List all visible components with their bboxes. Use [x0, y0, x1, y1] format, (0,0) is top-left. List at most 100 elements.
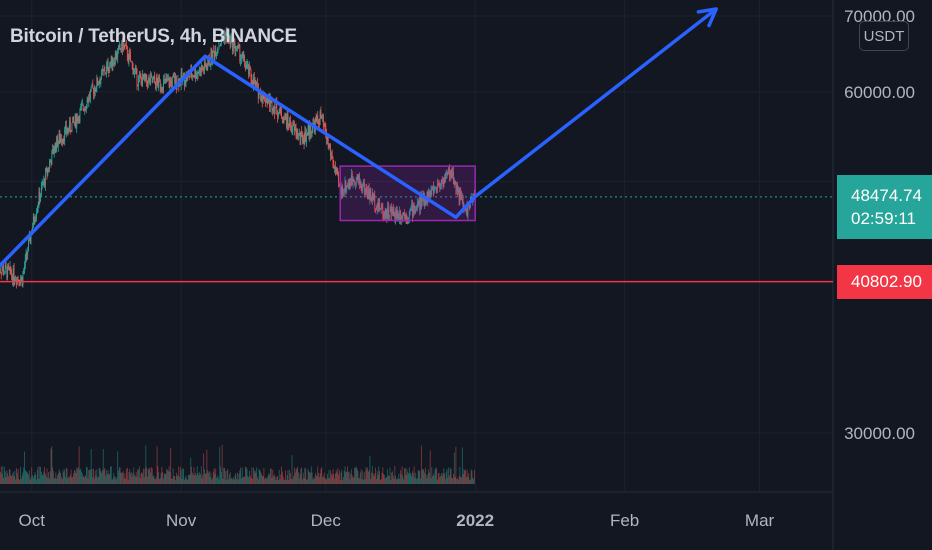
candle-body [232, 42, 234, 52]
candle-body [16, 276, 18, 284]
volume-bar [272, 469, 274, 484]
volume-bar [310, 472, 311, 484]
candle-body [33, 216, 35, 222]
volume-bar [283, 479, 285, 484]
volume-bar [228, 474, 230, 484]
candle-body [104, 69, 106, 74]
volume-bar [146, 467, 148, 484]
volume-bar [54, 478, 56, 484]
volume-bar [281, 471, 283, 484]
volume-bar [363, 479, 364, 484]
volume-bar [4, 467, 5, 484]
volume-bar [347, 471, 349, 484]
candle-body [241, 53, 243, 58]
volume-bar [363, 472, 365, 484]
candle-body [39, 191, 41, 202]
candle-body [282, 121, 284, 124]
candle-body [304, 131, 306, 144]
volume-bar [91, 468, 93, 484]
candle-body [340, 187, 342, 194]
volume-bar [175, 472, 177, 484]
volume-bar [208, 470, 210, 484]
candle-body [118, 45, 119, 50]
volume-bar [324, 477, 326, 484]
volume-bar [463, 468, 465, 484]
candle-body [437, 183, 439, 186]
volume-bar [239, 470, 241, 484]
candle-body [47, 168, 49, 174]
candle-body [444, 177, 446, 183]
candle-body [288, 124, 290, 127]
candle-body [135, 67, 137, 69]
candle-body [298, 132, 300, 134]
candle-body [99, 81, 101, 84]
volume-bar [259, 470, 261, 484]
candle-body [65, 125, 67, 134]
volume-bar [413, 466, 415, 484]
candle-body [189, 76, 191, 78]
candle-body [281, 111, 282, 119]
volume-bar [171, 478, 172, 484]
volume-bar [313, 477, 315, 484]
volume-bar [462, 474, 464, 484]
volume-bar [222, 479, 224, 484]
volume-bar [404, 467, 406, 484]
candle-body [344, 180, 346, 191]
volume-bar [405, 474, 407, 484]
volume-bar [183, 479, 185, 484]
volume-bar [277, 475, 278, 484]
volume-bar [69, 476, 70, 484]
candle-body [384, 211, 386, 219]
candle-body [355, 177, 357, 184]
candle-body [459, 191, 461, 201]
volume-bar [208, 472, 209, 484]
candle-body [405, 214, 407, 219]
candle-body [64, 129, 66, 142]
volume-bar [87, 478, 89, 484]
volume-bar [241, 467, 243, 484]
candle-body [412, 206, 414, 217]
volume-bar [249, 470, 250, 484]
candle-body [65, 125, 66, 130]
candle-body [398, 218, 400, 220]
candle-body [237, 45, 239, 47]
volume-bar [203, 453, 205, 484]
projection-path[interactable] [0, 7, 718, 268]
candle-body [196, 72, 198, 76]
candle-body [234, 41, 236, 52]
candle-body [399, 210, 401, 219]
volume-bar [162, 471, 164, 484]
volume-bar [375, 467, 376, 484]
candle-body [119, 44, 121, 50]
volume-bar [368, 470, 370, 484]
candle-body [41, 184, 43, 187]
volume-bar [337, 468, 339, 484]
candle-body [229, 36, 231, 45]
volume-bar [127, 479, 129, 484]
volume-bar [182, 468, 184, 484]
candle-body [286, 114, 288, 128]
volume-bar [299, 473, 301, 484]
candle-body [245, 65, 246, 70]
volume-bar [126, 467, 128, 484]
candle-body [258, 92, 260, 99]
volume-bar [94, 478, 95, 484]
volume-bar [394, 466, 396, 484]
range-box[interactable] [339, 165, 476, 222]
currency-unit-button[interactable]: USDT [859, 21, 909, 51]
volume-bar [12, 473, 13, 484]
candle-body [407, 218, 409, 221]
volume-bar [264, 479, 266, 484]
candle-body [400, 217, 402, 221]
volume-bar [192, 474, 194, 484]
volume-bar [431, 467, 433, 484]
time-tick-label: Nov [166, 511, 197, 530]
candle-body [203, 68, 205, 71]
volume-bar [207, 470, 209, 484]
candle-body [372, 193, 374, 201]
candle-body [331, 155, 333, 159]
volume-bar [236, 478, 237, 484]
candle-body [425, 202, 427, 206]
candle-body [35, 216, 37, 221]
